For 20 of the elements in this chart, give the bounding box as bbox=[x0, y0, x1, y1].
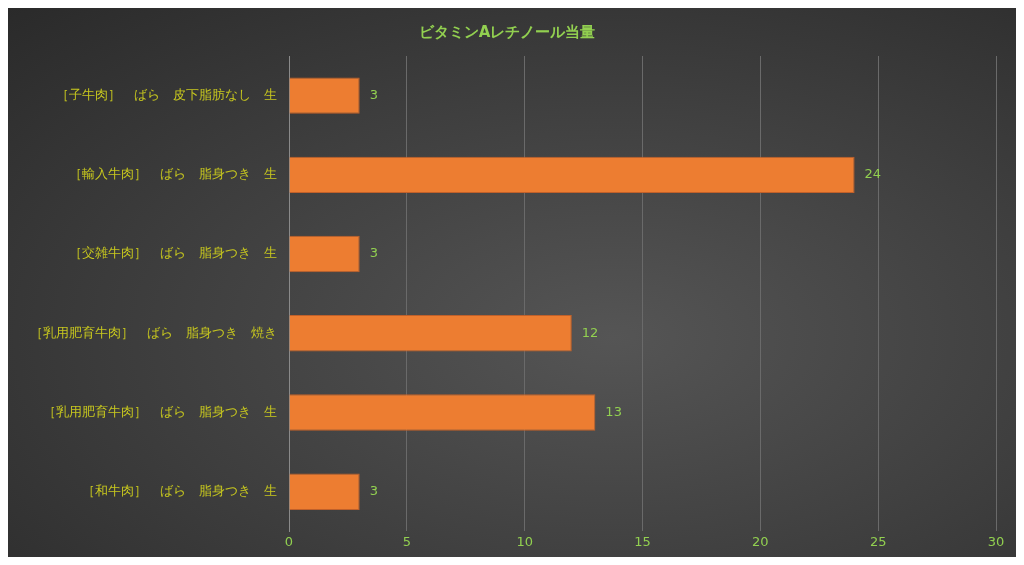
x-tick-label: 20 bbox=[752, 533, 769, 549]
x-tick-label: 25 bbox=[869, 533, 887, 549]
y-tick-label: ［交雑牛肉］ ばら 脂身つき 生 bbox=[69, 245, 277, 261]
data-label: 13 bbox=[605, 403, 622, 419]
x-tick-label: 30 bbox=[987, 533, 1005, 549]
data-label: 24 bbox=[864, 166, 882, 182]
data-label: 3 bbox=[369, 86, 378, 102]
y-tick-label: ［輸入牛肉］ ばら 脂身つき 生 bbox=[69, 166, 277, 182]
data-label: 3 bbox=[369, 245, 378, 261]
y-tick-label: ［子牛肉］ ばら 皮下脂肪なし 生 bbox=[56, 86, 277, 102]
x-tick-label: 5 bbox=[402, 533, 411, 549]
x-tick-label: 10 bbox=[516, 533, 533, 549]
data-label: 12 bbox=[581, 324, 599, 340]
y-tick-label: ［和牛肉］ ばら 脂身つき 生 bbox=[82, 483, 277, 499]
y-tick-label: ［乳用肥育牛肉］ ばら 脂身つき 焼き bbox=[30, 324, 277, 340]
data-label: 3 bbox=[369, 483, 378, 499]
x-tick-label: 0 bbox=[284, 533, 294, 549]
y-tick-label: ［乳用肥育牛肉］ ばら 脂身つき 生 bbox=[43, 403, 277, 419]
x-tick-label: 15 bbox=[634, 533, 651, 549]
chart-title: ビタミンAレチノール当量 bbox=[418, 22, 596, 41]
